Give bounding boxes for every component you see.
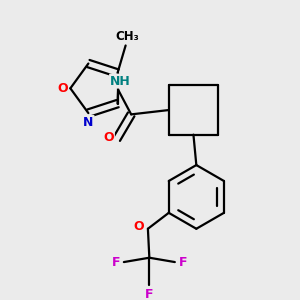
Text: F: F bbox=[112, 256, 120, 268]
Text: O: O bbox=[57, 82, 68, 95]
Text: NH: NH bbox=[110, 75, 131, 88]
Text: O: O bbox=[103, 131, 114, 144]
Text: O: O bbox=[133, 220, 144, 233]
Text: F: F bbox=[145, 288, 154, 300]
Text: CH₃: CH₃ bbox=[115, 30, 139, 43]
Text: N: N bbox=[83, 116, 94, 129]
Text: F: F bbox=[179, 256, 187, 268]
